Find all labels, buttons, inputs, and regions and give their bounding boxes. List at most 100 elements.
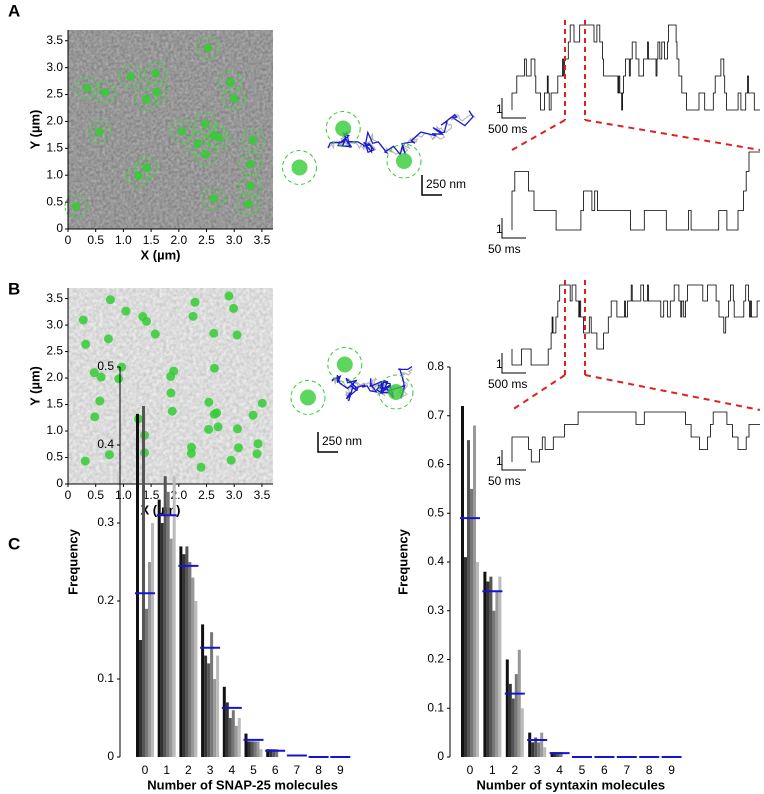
site [388,384,404,400]
y-tick-label: 0.7 [427,408,444,422]
x-tick-label: 6 [601,763,608,777]
bar [228,718,232,757]
y-tick-label: 1.0 [46,423,63,437]
site-ring [282,150,317,185]
y-tick-label: 0.8 [427,359,444,373]
spot [232,330,242,340]
zoom-trace-time: 50 ms [488,242,521,256]
spot [94,127,104,137]
spot [166,388,176,398]
bar [517,649,521,757]
x-tick-label: 1 [489,763,496,777]
x-tick-label: 3.5 [254,488,271,502]
y-axis-label: Y (µm) [27,366,42,406]
spot-ring [170,119,194,143]
x-tick-label: 0.5 [87,488,104,502]
spot-ring [238,152,262,176]
spot [233,424,243,434]
bar [256,741,260,757]
bar [204,655,208,757]
bar [234,725,238,757]
spot-ring [64,194,88,218]
spot [253,439,263,449]
spot [213,422,223,432]
spot-ring [193,142,217,166]
bar [163,476,167,757]
y-tick-label: 1.0 [46,167,63,181]
spot-ring [218,70,242,94]
bar [467,440,470,757]
y-tick-label: 0.3 [97,515,114,529]
trace [511,284,760,366]
y-tick-label: 0.6 [427,457,444,471]
y-tick-label: 0.5 [46,450,63,464]
bar [559,752,563,757]
x-tick-label: 2.0 [170,233,187,247]
spot-ring [144,61,168,85]
spot [89,368,99,378]
y-tick-label: 0.1 [427,700,444,714]
bar [461,406,464,757]
spot [209,328,219,338]
bar [486,581,490,757]
bar [142,406,145,757]
spot [209,194,219,204]
x-tick-label: 9 [668,763,675,777]
spot [248,135,258,145]
bar [528,732,532,757]
bar [136,413,139,757]
spot [209,363,219,373]
bar [550,752,554,757]
y-tick-label: 0.3 [427,603,444,617]
bar [495,591,499,757]
bar [225,702,229,757]
panel-label: A [8,1,20,20]
bar [556,752,560,757]
bar [511,698,515,757]
x-tick-label: 1.5 [143,233,160,247]
spot [126,72,136,82]
bar [247,741,251,757]
spot [196,462,206,472]
bar [201,624,205,757]
scale-bar [421,175,442,196]
spot [200,149,210,159]
spot [142,163,152,173]
bar [145,608,148,757]
spot [167,406,177,416]
zoom-trace-amplitude: 1 [496,222,503,236]
y-tick-label: 0 [107,749,114,763]
x-tick-label: 0 [467,763,474,777]
bar [508,683,512,757]
x-tick-label: 1.0 [115,488,132,502]
bar [483,571,487,757]
spot [200,119,210,129]
zoom-trace-scale [501,218,526,239]
bar [464,557,467,757]
bar [210,632,214,757]
bar [272,749,276,757]
spot [133,171,143,181]
spot-ring [119,65,143,89]
x-tick-label: 3 [534,763,541,777]
bar [534,737,538,757]
spot [245,181,255,191]
zoom-trace [511,411,760,463]
spot [245,159,255,169]
trace-scale [501,353,526,374]
spot [150,329,160,339]
spot [166,371,176,381]
site [335,120,352,137]
bar [237,718,241,757]
x-tick-label: 0.5 [87,233,104,247]
trajectory-fit [327,110,474,157]
spot [233,443,243,453]
x-tick-label: 3.5 [254,233,271,247]
bar [537,742,541,757]
bar [531,742,535,757]
bar [172,476,176,757]
spot [229,94,239,104]
bar [244,733,248,757]
y-axis-label: Frequency [65,528,80,595]
